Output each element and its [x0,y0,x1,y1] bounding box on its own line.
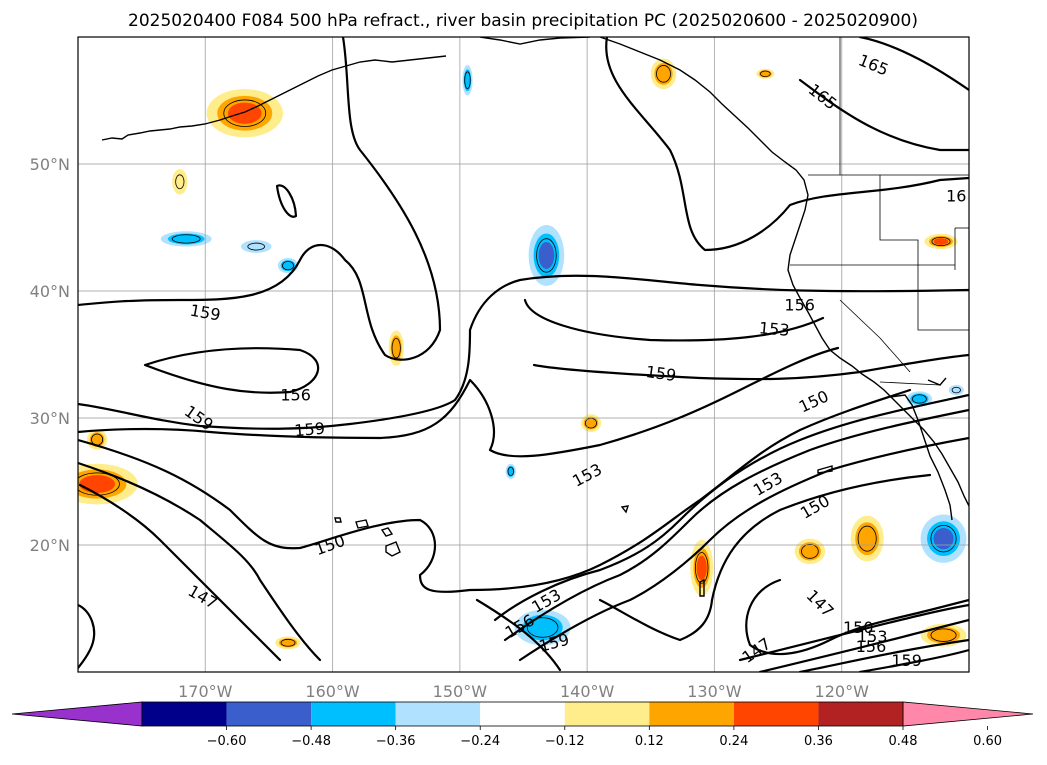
precip-anomaly-patch [933,238,949,245]
precip-patch-outline [951,386,961,394]
precip-anomaly-patch [758,70,772,78]
gridlines [78,37,969,672]
colorbar-tick-label: 0.24 [719,734,748,749]
colorbar-tick-label: 0.36 [804,734,833,749]
contour-label: 16 [946,186,966,205]
colorbar-tick-label: 0.12 [635,734,664,749]
precip-patch-outline [930,628,957,642]
x-tick-label: 170°W [178,682,233,701]
precip-patch-outline [656,65,671,83]
colorbar-extend-low [11,701,143,727]
precip-patch-outline [282,261,295,271]
contour-label: 153 [857,627,888,646]
contour-label: 159 [294,419,326,441]
precip-patch-outline [801,543,819,559]
colorbar-swatch [733,702,819,726]
contour-label: 156 [784,295,815,314]
x-tick-label: 160°W [305,682,360,701]
precip-patch-outline [931,236,951,247]
precip-patch-outline [507,466,514,476]
precip-anomaly-patch [538,242,555,269]
x-tick-label: 130°W [687,682,742,701]
colorbar-tick-label: −0.60 [207,734,247,749]
contour-label: 159 [891,651,922,670]
precip-patch-outline [247,242,266,251]
colorbar-swatch [395,702,481,726]
colorbar-swatch [649,702,734,726]
precip-anomaly-patch [798,542,821,561]
colorbar-tick-label: 0.60 [973,734,1002,749]
chart-title: 2025020400 F084 500 hPa refract., river … [128,11,918,31]
contour-label: 156 [856,637,887,656]
precip-patch-outline [760,70,771,78]
precip-patch-outline [536,238,557,273]
colorbar-swatch [480,702,565,726]
precip-patch-outline [171,234,201,244]
precip-patch-outline [280,638,296,647]
precip-patch-outline [223,99,267,127]
precip-anomaly-patch [172,169,188,195]
y-tick-label: 40°N [30,282,70,301]
x-tick-label: 140°W [560,682,615,701]
precip-patch-outline [930,524,957,553]
x-tick-label: 150°W [433,682,488,701]
colorbar-swatch [311,702,396,726]
precip-anomaly-patch [933,528,954,550]
colorbar-swatch [818,702,903,726]
precip-patch-outline [857,525,877,552]
precip-patch-outline [694,552,709,584]
colorbar-tick-label: −0.48 [291,734,331,749]
precip-anomaly-patch [507,465,515,477]
contour-label: 150 [843,618,874,637]
precip-anomaly-patch [583,416,599,430]
precip-patch-outline [391,337,401,359]
precip-anomaly-patch [948,384,964,396]
x-tick-label: 120°W [815,682,870,701]
precip-anomaly-patch [89,432,105,447]
precip-anomaly-patch [79,475,116,493]
colorbar-swatch [226,702,312,726]
precip-patch-outline [911,394,927,404]
precip-patch-outline [175,174,185,190]
colorbar: −0.60 −0.48 −0.36 −0.24 −0.12 0.12 0.24 0.36 0.4… [11,701,1034,749]
colorbar-frame [141,701,904,727]
y-tick-label: 30°N [30,409,70,428]
contour-lines [78,37,969,672]
precip-anomaly-patch [240,240,272,253]
contour-label: 153 [758,318,790,340]
contour-label: 159 [645,362,678,385]
colorbar-tick-label: −0.12 [545,734,585,749]
colorbar-swatch [564,702,650,726]
precip-patch-outline [464,71,471,89]
precip-anomaly-patch [227,102,262,124]
political-borders [790,37,969,386]
colorbar-tick-label: −0.36 [376,734,416,749]
y-tick-label: 50°N [30,155,70,174]
y-tick-label: 20°N [30,536,70,555]
axis-tick-labels: 170°W 160°W 150°W 140°W 130°W 120°W 20°N 30°N 40… [30,155,869,701]
colorbar-swatch [142,702,227,726]
precip-anomaly-patch [927,626,961,644]
precip-anomaly-patch [855,522,880,556]
precip-anomaly-patch [167,233,205,245]
precip-anomaly-patch [654,62,673,85]
colorbar-tick-label: 0.48 [889,734,918,749]
precip-anomaly-patch [696,555,707,581]
precip-patch-outline [526,617,559,638]
colorbar-tick-label: −0.24 [460,734,500,749]
colorbar-extend-high [902,701,1034,727]
map-frame [77,36,970,673]
contour-label: 156 [280,386,311,405]
